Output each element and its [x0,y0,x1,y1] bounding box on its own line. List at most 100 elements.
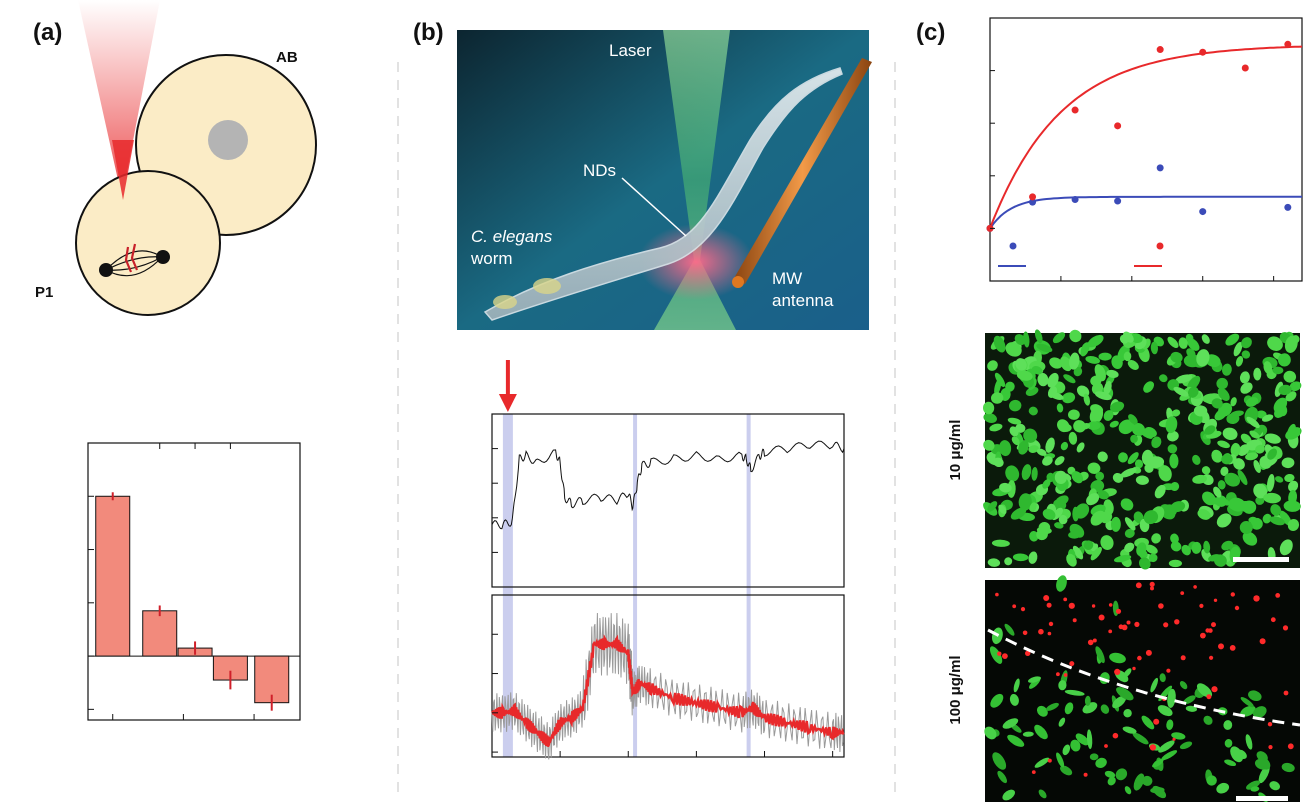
data-point [1241,64,1249,72]
live-cell [1100,704,1110,714]
live-cell [1110,401,1125,413]
live-cell [1031,366,1043,375]
live-cell [1161,750,1178,761]
live-cell [1056,752,1065,768]
live-cell [1262,513,1272,524]
label-nds: NDs [583,161,616,180]
worm-body [483,67,843,321]
live-cell [1233,458,1245,470]
heat-glow [638,224,754,300]
live-cell [1170,533,1179,544]
dead-cell [1259,638,1266,645]
live-cell [1090,510,1106,526]
live-cell [1150,677,1159,693]
scale-bar-100 [1236,796,1288,801]
live-cell [1171,732,1186,740]
dead-cell [1056,672,1060,677]
live-cell [1118,419,1135,435]
live-cell [1028,406,1038,416]
data-point [1029,193,1037,201]
live-cell [1253,367,1262,381]
live-cell [1124,542,1135,553]
dead-cell [1091,604,1096,608]
live-cell [1239,521,1253,534]
label-10ugml: 10 μg/ml [947,420,964,481]
live-cell [1021,464,1032,481]
live-cell [1087,334,1104,348]
live-cell [1098,352,1112,361]
worm-egg-2 [493,295,517,309]
live-cell [993,335,1006,353]
dead-cell [1253,595,1260,602]
live-cell [987,501,998,512]
live-cell [991,392,1004,404]
live-cell [1136,542,1147,557]
live-cell [1049,357,1063,369]
live-cell [1095,471,1105,481]
data-point [1071,106,1079,114]
live-cell [1018,493,1032,511]
dead-cell [1092,638,1097,643]
live-cell [1283,370,1297,383]
live-cell [990,693,1004,708]
live-cell [1009,399,1022,412]
live-cell [1025,386,1039,396]
live-cell [1110,516,1121,532]
live-cell [1170,351,1183,363]
live-cell [1267,448,1277,460]
live-cell [1179,741,1193,750]
live-cell [1005,342,1022,357]
time-trace-chart [491,360,845,760]
dead-cell [1267,722,1273,727]
live-cell [1274,476,1284,483]
live-cell [1060,441,1069,451]
dead-cell [1063,597,1068,602]
label-p1: P1 [35,284,53,301]
live-cell [1272,366,1284,375]
live-cell [1054,456,1065,466]
live-cell [983,413,997,423]
legend-marker-nd-ng-icg [1156,242,1164,250]
boundary-line [987,628,1301,727]
live-cell [1150,341,1159,355]
dead-cell [1166,668,1171,673]
data-point [1156,46,1164,54]
live-cell [1064,702,1074,715]
dead-cell [1270,617,1276,623]
live-cell [1197,509,1211,520]
live-cell [1240,433,1252,444]
live-cell [991,539,1010,547]
dead-cell [1069,661,1075,667]
live-cell [1202,491,1216,506]
dead-cell [1063,673,1068,677]
live-cell [1031,467,1038,481]
live-cell [1267,473,1275,492]
label-worm-2: worm [470,249,513,268]
live-cell [1042,479,1051,489]
live-cell [1221,454,1233,465]
live-cell [1249,430,1260,439]
legend-marker-nd-ng [1009,242,1017,250]
intensity-trace [491,440,845,530]
label-laser: Laser [609,41,652,60]
scale-bar-10 [1233,557,1289,562]
live-cell [1286,423,1296,440]
live-cell [1060,356,1072,372]
live-cell [1179,681,1188,690]
nds-pointer [621,177,687,237]
live-cell [1069,352,1080,370]
live-cell [1083,393,1090,406]
fit-line-nd-ng-icg [989,45,1303,229]
temperature-raw-trace [491,612,844,760]
live-cell [1206,775,1217,786]
live-cell [1018,440,1029,455]
live-cell [1066,553,1077,567]
live-cell [1213,486,1222,498]
live-cell [1201,466,1211,475]
live-cell [1287,518,1300,532]
data-point [1284,203,1292,211]
live-cell [1004,557,1013,566]
live-cell [1118,452,1128,463]
live-cell [1023,428,1038,443]
worm-illustration: Laser NDs C. elegans worm MW antenna [457,30,872,330]
